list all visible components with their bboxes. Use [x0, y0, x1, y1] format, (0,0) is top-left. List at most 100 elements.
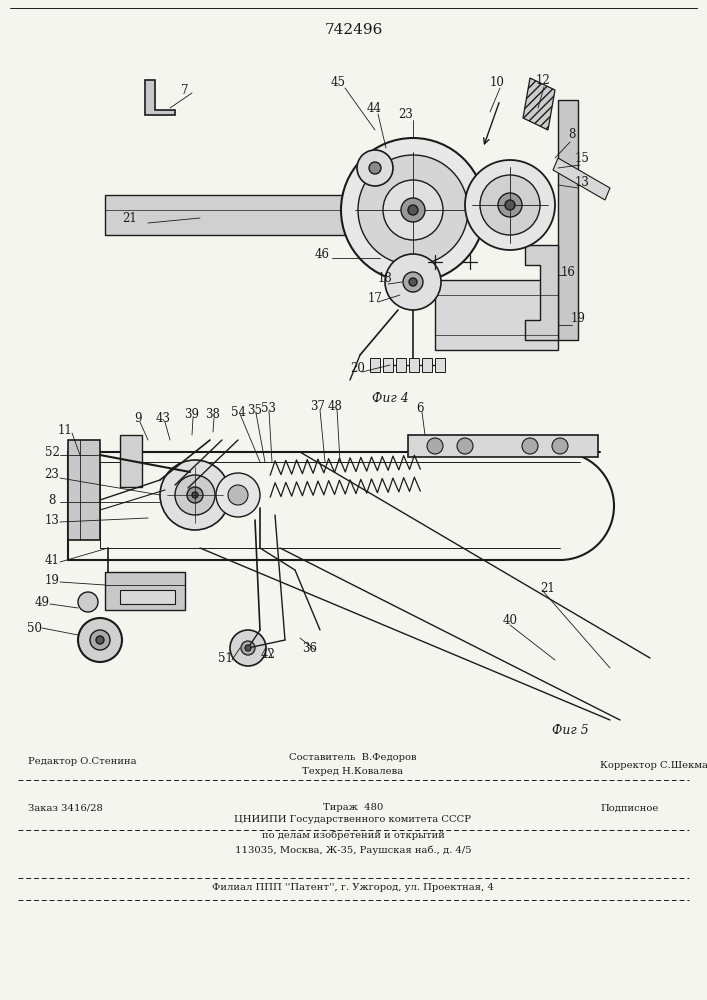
Text: 16: 16 [561, 265, 575, 278]
Text: 9: 9 [134, 412, 141, 424]
Circle shape [480, 175, 540, 235]
Circle shape [465, 160, 555, 250]
Circle shape [96, 636, 104, 644]
Text: по делам изобретений и открытий: по делам изобретений и открытий [262, 830, 445, 840]
Text: 52: 52 [45, 446, 59, 458]
Text: 39: 39 [185, 408, 199, 422]
Bar [408, 435, 598, 457]
Text: 21: 21 [122, 212, 137, 225]
Text: 43: 43 [156, 412, 170, 424]
Text: 20: 20 [351, 361, 366, 374]
Circle shape [498, 193, 522, 217]
Circle shape [358, 155, 468, 265]
Bar [370, 358, 380, 372]
Text: 37: 37 [310, 400, 325, 414]
Circle shape [383, 180, 443, 240]
Text: 48: 48 [327, 399, 342, 412]
Text: 42: 42 [261, 648, 276, 662]
Circle shape [78, 592, 98, 612]
Circle shape [187, 487, 203, 503]
Text: 23: 23 [399, 108, 414, 121]
Text: Тираж  480: Тираж 480 [323, 804, 383, 812]
Circle shape [175, 475, 215, 515]
Text: Подписное: Подписное [600, 804, 658, 812]
Text: Фиг 5: Фиг 5 [551, 724, 588, 736]
Text: Техред Н.Ковалева: Техред Н.Ковалева [303, 768, 404, 776]
Circle shape [409, 278, 417, 286]
Text: 8: 8 [568, 128, 575, 141]
Circle shape [401, 198, 425, 222]
Polygon shape [558, 100, 578, 340]
Text: 8: 8 [48, 493, 56, 506]
Text: 15: 15 [575, 151, 590, 164]
Polygon shape [105, 195, 430, 235]
Circle shape [427, 438, 443, 454]
Text: 13: 13 [575, 176, 590, 188]
Text: 40: 40 [503, 613, 518, 626]
Circle shape [230, 630, 266, 666]
Text: 41: 41 [45, 554, 59, 566]
Text: 17: 17 [368, 292, 382, 304]
Text: 742496: 742496 [325, 23, 382, 37]
Bar [120, 590, 175, 604]
Text: 23: 23 [45, 468, 59, 482]
Text: 21: 21 [541, 582, 556, 594]
Polygon shape [523, 78, 555, 130]
Text: 44: 44 [366, 102, 382, 114]
Bar [105, 572, 185, 610]
Text: Составитель  В.Федоров: Составитель В.Федоров [289, 752, 416, 762]
Circle shape [241, 641, 255, 655]
Circle shape [357, 150, 393, 186]
Text: 54: 54 [230, 406, 245, 418]
Text: 19: 19 [571, 312, 585, 324]
Text: 12: 12 [536, 74, 550, 87]
Bar [409, 358, 419, 372]
Text: Филиал ППП ''Патент'', г. Ужгород, ул. Проектная, 4: Филиал ППП ''Патент'', г. Ужгород, ул. П… [212, 884, 494, 892]
Text: 45: 45 [330, 76, 346, 89]
Circle shape [408, 205, 418, 215]
Text: 11: 11 [58, 424, 72, 436]
Bar [383, 358, 393, 372]
Text: 36: 36 [303, 642, 317, 654]
Circle shape [457, 438, 473, 454]
Circle shape [552, 438, 568, 454]
Text: 13: 13 [45, 514, 59, 526]
Polygon shape [145, 80, 175, 115]
Circle shape [403, 272, 423, 292]
Text: 50: 50 [28, 621, 42, 635]
Circle shape [160, 460, 230, 530]
Bar [120, 435, 142, 487]
Text: Редактор О.Стенина: Редактор О.Стенина [28, 758, 136, 766]
Text: 10: 10 [489, 76, 504, 89]
Text: Фиг 4: Фиг 4 [372, 391, 409, 404]
Circle shape [192, 492, 198, 498]
Bar [422, 358, 432, 372]
Circle shape [78, 618, 122, 662]
Text: Заказ 3416/28: Заказ 3416/28 [28, 804, 103, 812]
Circle shape [245, 645, 251, 651]
Circle shape [369, 162, 381, 174]
Polygon shape [553, 158, 610, 200]
Bar [68, 440, 100, 540]
Text: Корректор С.Шекмар: Корректор С.Шекмар [600, 760, 707, 770]
Circle shape [216, 473, 260, 517]
Circle shape [341, 138, 485, 282]
Text: 6: 6 [416, 401, 423, 414]
Circle shape [522, 438, 538, 454]
Bar [435, 358, 445, 372]
Circle shape [505, 200, 515, 210]
Text: 49: 49 [35, 595, 49, 608]
Bar [396, 358, 406, 372]
Text: 53: 53 [260, 401, 276, 414]
Text: 38: 38 [206, 408, 221, 422]
Circle shape [385, 254, 441, 310]
Text: 19: 19 [45, 574, 59, 586]
Text: 51: 51 [218, 652, 233, 664]
Text: ЦНИИПИ Государственного комитета СССР: ЦНИИПИ Государственного комитета СССР [235, 816, 472, 824]
Circle shape [228, 485, 248, 505]
Circle shape [90, 630, 110, 650]
Text: 7: 7 [181, 84, 189, 97]
Text: 18: 18 [378, 271, 392, 284]
Text: 46: 46 [315, 248, 329, 261]
Polygon shape [435, 280, 558, 350]
